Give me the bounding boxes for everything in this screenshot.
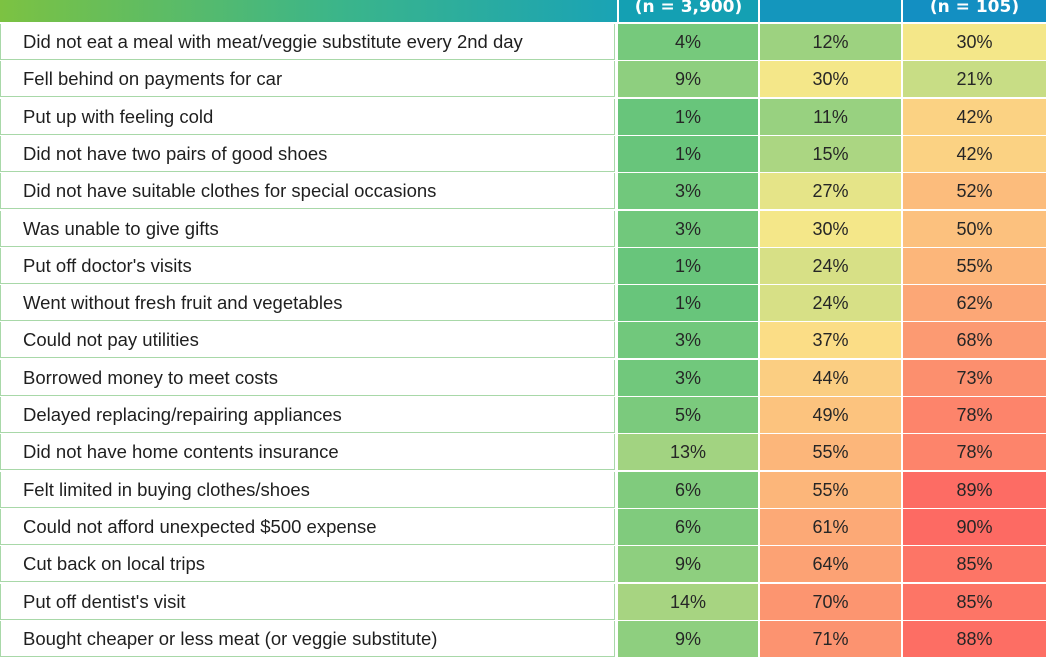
row-label: Went without fresh fruit and vegetables [0, 285, 615, 322]
value-cell-column-1: 1% [618, 98, 758, 135]
value-cell-column-3: 78% [903, 397, 1046, 433]
value-cell-column-1: 9% [618, 61, 758, 98]
table-row: Felt limited in buying clothes/shoes 6% 55… [0, 471, 1046, 508]
value-cell-column-2: 24% [760, 285, 901, 322]
table-row: Did not have home contents insurance 13% 5… [0, 434, 1046, 471]
value-cell-column-2: 55% [760, 434, 901, 471]
value-cell-column-1: 13% [618, 434, 758, 471]
table-row: Fell behind on payments for car 9% 30% 21% [0, 61, 1046, 98]
value-cell-column-3: 90% [903, 508, 1046, 545]
value-cell-column-1: 3% [618, 173, 758, 210]
value-cell-column-1: 5% [618, 397, 758, 433]
value-cell-column-3: 68% [903, 322, 1046, 359]
table-row: Did not eat a meal with meat/veggie subs… [0, 24, 1046, 60]
value-cell-column-1: 4% [618, 24, 758, 60]
value-cell-column-3: 50% [903, 210, 1046, 247]
table-row: Bought cheaper or less meat (or veggie s… [0, 620, 1046, 657]
table-row: Put off dentist's visit 14% 70% 85% [0, 583, 1046, 620]
header-column-1-text: (n = 3,900) [634, 0, 743, 17]
table-row: Did not have two pairs of good shoes 1% 15… [0, 135, 1046, 172]
value-cell-column-2: 71% [760, 620, 901, 657]
table-row: Borrowed money to meet costs 3% 44% 73% [0, 359, 1046, 396]
table-row: Could not pay utilities 3% 37% 68% [0, 322, 1046, 359]
row-label: Bought cheaper or less meat (or veggie s… [0, 620, 615, 657]
value-cell-column-3: 55% [903, 247, 1046, 284]
value-cell-column-2: 37% [760, 322, 901, 359]
header-column-2 [760, 0, 901, 22]
value-cell-column-2: 70% [760, 583, 901, 620]
row-label: Put off doctor's visits [0, 247, 615, 284]
table-row: Cut back on local trips 9% 64% 85% [0, 546, 1046, 583]
value-cell-column-1: 1% [618, 247, 758, 284]
value-cell-column-3: 42% [903, 135, 1046, 172]
value-cell-column-3: 42% [903, 98, 1046, 135]
value-cell-column-3: 73% [903, 359, 1046, 396]
row-label: Could not pay utilities [0, 322, 615, 359]
header-column-3: (n = 105) [903, 0, 1046, 22]
row-label: Borrowed money to meet costs [0, 359, 615, 396]
value-cell-column-3: 85% [903, 546, 1046, 583]
row-label: Put up with feeling cold [0, 98, 615, 135]
table-row: Could not afford unexpected $500 expense… [0, 508, 1046, 545]
value-cell-column-2: 44% [760, 359, 901, 396]
value-cell-column-2: 61% [760, 508, 901, 545]
value-cell-column-1: 6% [618, 508, 758, 545]
value-cell-column-2: 27% [760, 173, 901, 210]
value-cell-column-2: 30% [760, 61, 901, 98]
value-cell-column-2: 49% [760, 397, 901, 433]
value-cell-column-3: 88% [903, 620, 1046, 657]
row-label: Cut back on local trips [0, 546, 615, 583]
row-label: Put off dentist's visit [0, 583, 615, 620]
value-cell-column-1: 1% [618, 135, 758, 172]
value-cell-column-2: 15% [760, 135, 901, 172]
table-row: Was unable to give gifts 3% 30% 50% [0, 210, 1046, 247]
value-cell-column-2: 11% [760, 98, 901, 135]
value-cell-column-1: 3% [618, 322, 758, 359]
value-cell-column-1: 9% [618, 620, 758, 657]
value-cell-column-1: 3% [618, 210, 758, 247]
value-cell-column-1: 14% [618, 583, 758, 620]
value-cell-column-2: 24% [760, 247, 901, 284]
value-cell-column-3: 85% [903, 583, 1046, 620]
value-cell-column-2: 12% [760, 24, 901, 60]
table-row: Put up with feeling cold 1% 11% 42% [0, 98, 1046, 135]
value-cell-column-2: 55% [760, 471, 901, 508]
row-label: Was unable to give gifts [0, 210, 615, 247]
table-row: Delayed replacing/repairing appliances 5%… [0, 397, 1046, 433]
table-row: Went without fresh fruit and vegetables 1… [0, 285, 1046, 322]
row-label: Felt limited in buying clothes/shoes [0, 471, 615, 508]
value-cell-column-1: 1% [618, 285, 758, 322]
header-column-3-text: (n = 105) [929, 0, 1020, 17]
value-cell-column-3: 78% [903, 434, 1046, 471]
value-cell-column-1: 3% [618, 359, 758, 396]
row-label: Fell behind on payments for car [0, 61, 615, 98]
value-cell-column-3: 21% [903, 61, 1046, 98]
value-cell-column-1: 9% [618, 546, 758, 583]
row-label: Did not eat a meal with meat/veggie subs… [0, 24, 615, 60]
row-label: Did not have home contents insurance [0, 434, 615, 471]
value-cell-column-1: 6% [618, 471, 758, 508]
header-label-column [0, 0, 617, 22]
row-label: Could not afford unexpected $500 expense [0, 508, 615, 545]
row-label: Did not have suitable clothes for specia… [0, 173, 615, 210]
table-row: Put off doctor's visits 1% 24% 55% [0, 247, 1046, 284]
value-cell-column-2: 64% [760, 546, 901, 583]
row-label: Delayed replacing/repairing appliances [0, 397, 615, 433]
header-column-1: (n = 3,900) [619, 0, 758, 22]
value-cell-column-3: 62% [903, 285, 1046, 322]
value-cell-column-2: 30% [760, 210, 901, 247]
value-cell-column-3: 89% [903, 471, 1046, 508]
table-row: Did not have suitable clothes for specia… [0, 173, 1046, 210]
row-label: Did not have two pairs of good shoes [0, 135, 615, 172]
value-cell-column-3: 30% [903, 24, 1046, 60]
value-cell-column-3: 52% [903, 173, 1046, 210]
